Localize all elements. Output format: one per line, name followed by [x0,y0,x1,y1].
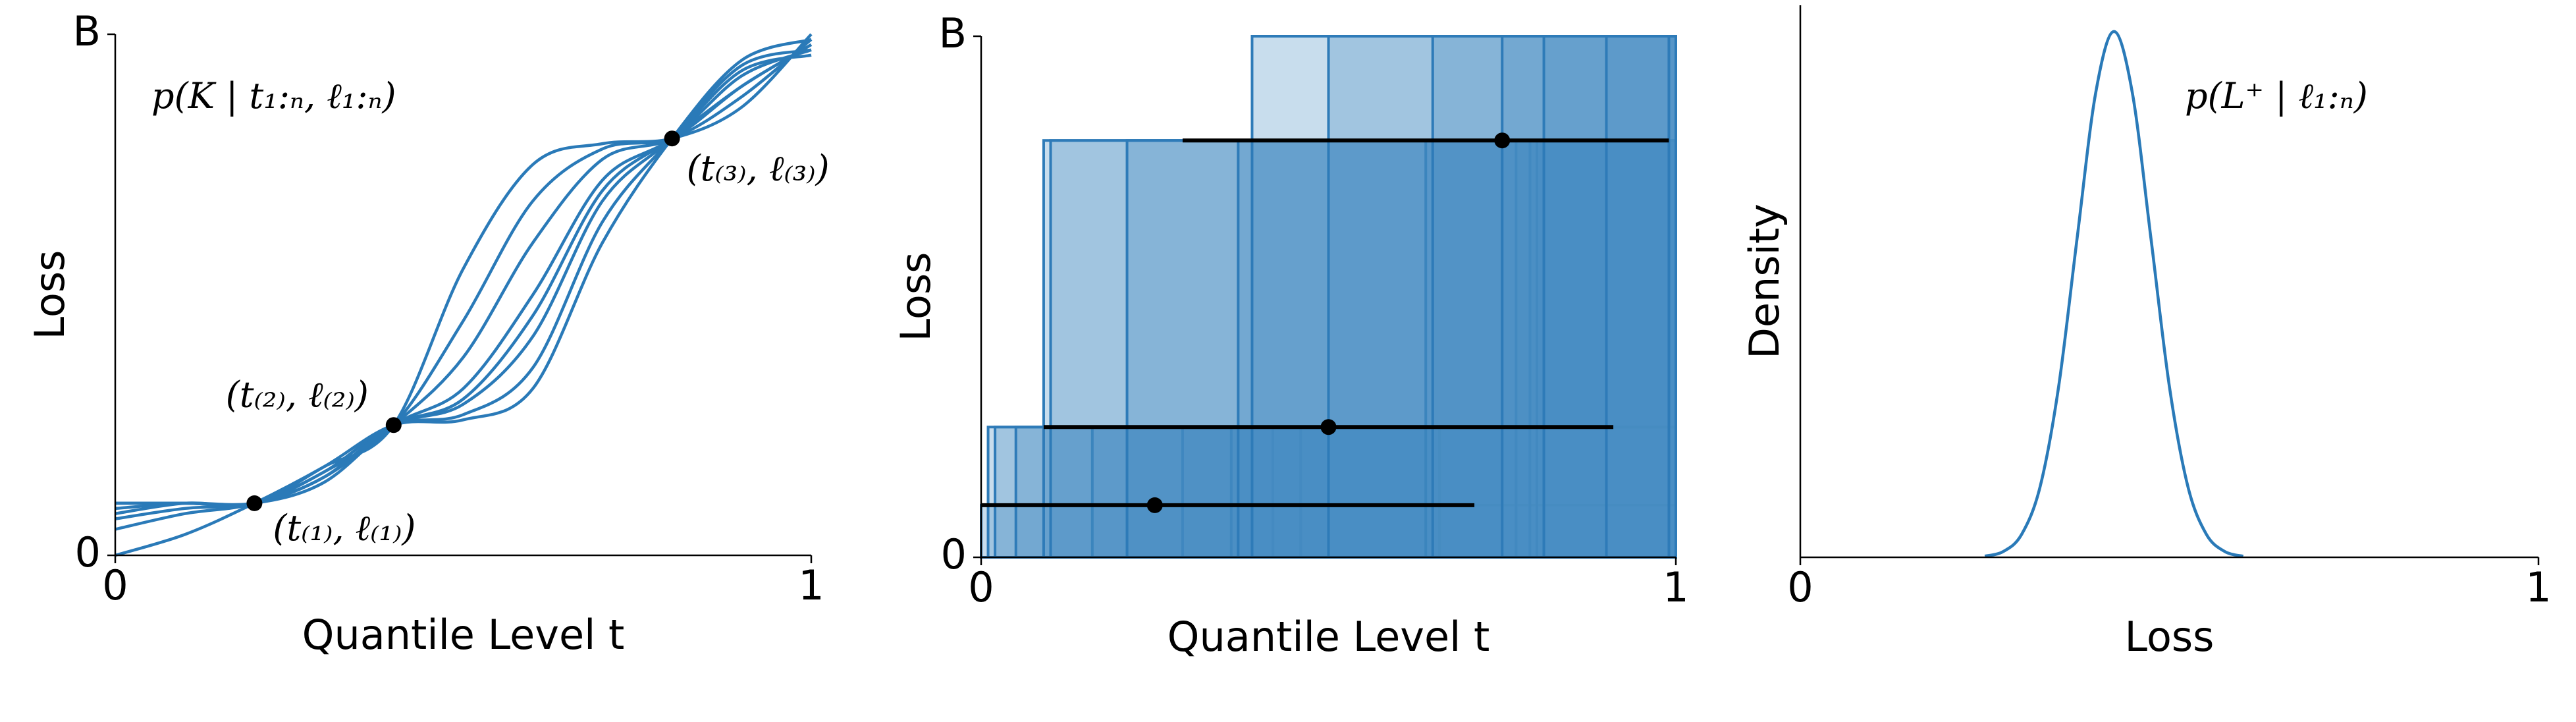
curve [115,33,813,557]
x-tick-label: 1 [798,561,824,609]
curve [1984,30,2244,558]
bar [1049,139,1677,559]
panel: 0 1 Loss Density p(L⁺ | ℓ₁:ₙ) [1740,5,2552,661]
x-axis-label: Quantile Level t [1167,613,1490,661]
bar [1090,426,1678,559]
x-tick-label: 0 [968,563,994,611]
y-axis-label: Density [1740,204,1788,359]
bar [1667,35,1677,559]
bar [1424,139,1677,559]
panel: (t₍₁₎, ℓ₍₁₎) (t₍₂₎, ℓ₍₂₎) (t₍₃₎, ℓ₍₃₎) 0 1 0 B… [26,7,830,659]
interval-point [1146,497,1163,513]
bar [1237,139,1677,559]
bar [1125,139,1678,559]
x-tick-label: 1 [1663,563,1688,611]
point-annotation: (t₍₂₎, ℓ₍₂₎) [226,374,369,415]
x-tick-label: 0 [1787,563,1813,611]
point-annotation: (t₍₃₎, ℓ₍₃₎) [687,148,830,189]
point [385,417,402,433]
x-axis-label: Quantile Level t [302,611,625,659]
curve [115,53,812,507]
interval-point [1494,132,1511,149]
panel-title: p(L⁺ | ℓ₁:ₙ) [2185,75,2368,117]
bar [1528,139,1677,559]
bar [1438,426,1678,559]
bar [1501,35,1677,559]
point [246,495,263,511]
bar [994,426,1677,559]
y-axis-label: Loss [26,250,74,340]
y-tick-label: B [938,9,967,57]
panel-title: p(K | t₁:ₙ, ℓ₁:ₙ) [151,75,396,117]
y-tick-label: 0 [75,528,101,576]
bar [1272,426,1677,559]
x-tick-label: 0 [102,561,128,609]
bar [1605,35,1677,559]
bar [1042,139,1677,559]
panel: 0 1 0 B Quantile Level t Loss [892,9,1689,661]
bar [986,426,1677,559]
interval-point [1320,419,1337,435]
curve [115,43,813,507]
x-tick-label: 1 [2525,563,2551,611]
bar [1542,35,1678,559]
x-axis-label: Loss [2125,613,2214,661]
point-annotation: (t₍₁₎, ℓ₍₁₎) [273,507,416,549]
y-axis-label: Loss [892,252,940,342]
curve [115,48,812,511]
y-tick-label: B [72,7,101,55]
bar [1431,35,1677,559]
y-tick-label: 0 [941,530,967,578]
point [664,130,680,147]
curve [115,48,812,507]
bar [1299,426,1678,559]
